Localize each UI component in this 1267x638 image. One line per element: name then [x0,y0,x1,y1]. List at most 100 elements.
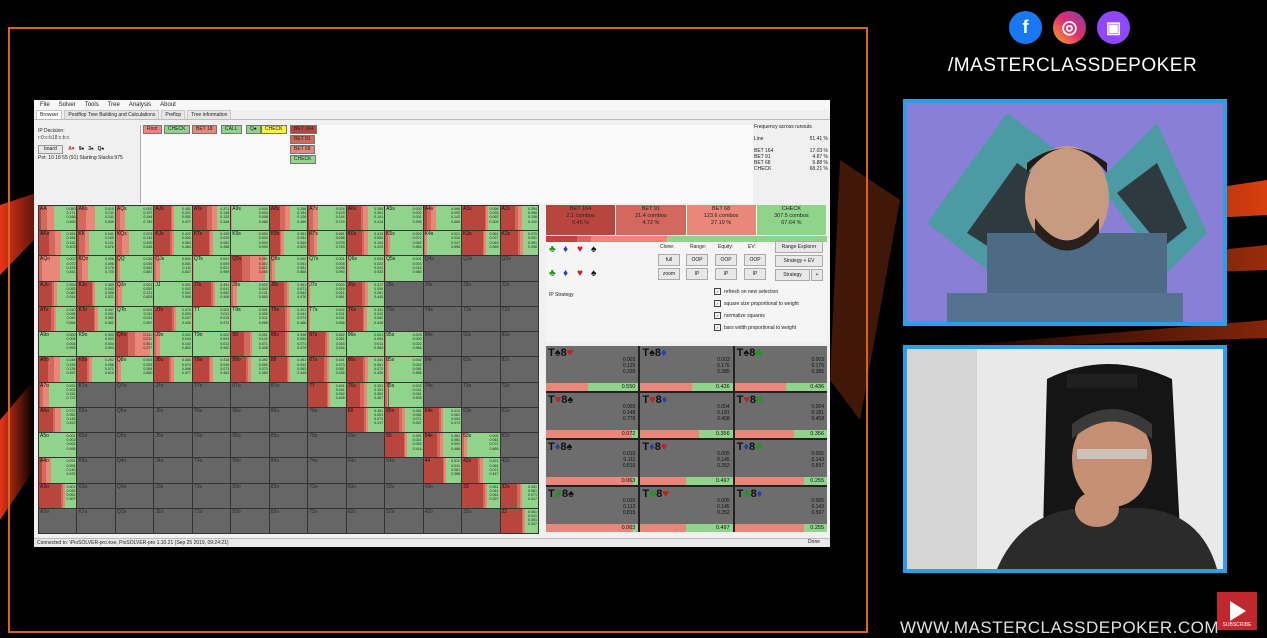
range-cell[interactable]: 74o [308,458,346,483]
range-cell[interactable]: ATs 0.371 0.148 0.133 0.348 [192,206,231,231]
board-button[interactable]: board [38,145,63,154]
action-box[interactable]: BET 68 123.6 combos 27.19 % [686,205,757,235]
tree-node[interactable]: Root [143,125,162,134]
range-cell[interactable]: J4o [154,458,192,483]
range-cell[interactable]: 53o [385,483,423,508]
clone-zoom-button[interactable]: zoom [658,268,680,280]
range-cell[interactable]: Q8s 0.002 0.051 0.081 0.866 [269,256,308,281]
tree-node[interactable]: BET 91 [290,135,315,144]
clone-full-button[interactable]: full [658,254,680,266]
range-cell[interactable]: 62s [500,407,538,433]
combo-card[interactable]: T♥8♦ 0.004 0.181 0.458 0.356 [640,393,733,438]
range-cell[interactable]: A3s 0.596 0.033 0.062 0.309 [462,206,500,231]
menu-analysis[interactable]: Analysis [128,102,152,108]
tree-node[interactable]: Q♠ [246,125,261,134]
range-cell[interactable]: T6s 0.431 0.042 0.082 0.445 [346,306,385,332]
range-cell[interactable]: J7o [154,382,192,407]
range-cell[interactable]: 77 0.491 0.041 0.062 0.406 [308,382,346,407]
range-cell[interactable]: A4o 0.091 0.094 0.140 0.675 [39,458,77,483]
range-cell[interactable]: 97s 0.452 0.061 0.053 0.434 [308,332,346,357]
range-cell[interactable]: QTo 0.001 0.011 0.031 0.957 [115,306,154,332]
range-cell[interactable]: A6s 0.384 0.061 0.141 0.414 [346,206,385,231]
range-cell[interactable]: A9s 0.000 0.004 0.008 0.988 [231,206,269,231]
range-cell[interactable]: 96o [231,407,269,433]
range-cell[interactable]: 42s [500,458,538,483]
combo-card[interactable]: T♠8♣ 0.003 0.176 0.385 0.436 [734,346,827,391]
range-cell[interactable]: A7s 0.024 0.103 0.154 0.719 [308,206,346,231]
range-cell[interactable]: Q3o [115,483,154,508]
option-refresh[interactable]: ✓ refresh on new selection [714,288,779,295]
range-cell[interactable]: 97o [231,382,269,407]
range-cell[interactable]: ATo 0.310 0.096 0.040 0.554 [39,306,77,332]
range-cell[interactable]: K5o [77,433,115,458]
checkbox-check-icon[interactable]: ✓ [714,300,721,307]
heart-icon[interactable]: ♥ [577,244,583,255]
range-cell[interactable]: K5s 0.002 0.072 0.062 0.864 [385,231,423,256]
range-cell[interactable]: 92s [500,332,538,357]
equity-ip-button[interactable]: IP [715,268,737,280]
range-cell[interactable]: 66 0.461 0.051 0.071 0.417 [346,407,385,433]
range-cell[interactable]: Q7s 0.001 0.004 0.005 0.990 [308,256,346,281]
range-cell[interactable]: 63s [462,407,500,433]
range-cell[interactable]: Q9o 0.310 0.212 0.401 0.077 [115,332,154,357]
range-cell[interactable]: K8s 0.261 0.051 0.063 0.625 [269,231,308,256]
range-cell[interactable]: 33 0.561 0.041 0.061 0.337 [462,483,500,508]
range-cell[interactable]: 85o [269,433,308,458]
menu-tools[interactable]: Tools [84,102,99,108]
range-cell[interactable]: 72o [308,508,346,533]
strategy-ev-button[interactable]: Strategy + EV [775,255,823,267]
range-cell[interactable]: 53s 0.002 0.061 0.072 0.865 [462,433,500,458]
range-cell[interactable]: 83s [462,357,500,382]
range-cell[interactable]: Q2o [115,508,154,533]
range-cell[interactable]: 75o [308,433,346,458]
heart-icon[interactable]: ♥ [577,268,583,279]
range-cell[interactable]: 64s 0.412 0.061 0.053 0.474 [423,407,462,433]
range-cell[interactable]: Q9s 0.291 0.202 0.422 0.085 [231,256,269,281]
range-cell[interactable]: T6o [192,407,231,433]
range-cell[interactable]: 93o [231,483,269,508]
spade-icon[interactable]: ♠ [591,268,597,279]
range-cell[interactable]: K7s 0.061 0.098 0.078 0.763 [308,231,346,256]
subscribe-button[interactable]: SUBSCRIBE [1217,592,1257,630]
menu-file[interactable]: File [40,102,50,108]
combo-card[interactable]: T♠8♦ 0.003 0.176 0.385 0.436 [640,346,733,391]
tree-node[interactable]: BET 18 [192,125,217,134]
range-cell[interactable]: 82o [269,508,308,533]
action-box[interactable]: BET 91 21.4 combos 4.72 % [616,205,687,235]
range-cell[interactable]: J6o [154,407,192,433]
ev-ip-button[interactable]: IP [744,268,766,280]
action-box[interactable]: BET 164 2.1 combos 0.45 % [546,205,617,235]
range-cell[interactable]: J8s 0.391 0.071 0.062 0.476 [269,281,308,306]
range-cell[interactable]: AKs 0.010 0.211 0.241 0.539 [77,206,115,231]
range-cell[interactable]: 64o [346,458,385,483]
range-cell[interactable]: T4o [192,458,231,483]
range-cell[interactable]: JJ 0.001 0.002 0.002 0.995 [154,281,192,306]
range-cell[interactable]: 93s [462,332,500,357]
checkbox-check-icon[interactable]: ✓ [714,312,721,319]
range-cell[interactable]: 84o [269,458,308,483]
range-cell[interactable]: Q5o [115,433,154,458]
range-cell[interactable]: K6s 0.413 0.054 0.104 0.429 [346,231,385,256]
range-cell[interactable]: 43o [423,483,462,508]
tree-node[interactable]: BET 164 [290,125,318,134]
range-cell[interactable]: AJo 0.353 0.053 0.080 0.514 [39,281,77,306]
range-cell[interactable]: T3s [462,306,500,332]
twitch-icon[interactable]: ▣ [1097,11,1130,44]
tree-node[interactable]: CHECK [290,155,316,164]
range-cell[interactable]: AJs 0.451 0.021 0.051 0.477 [154,206,192,231]
range-cell[interactable]: 55 0.491 0.041 0.052 0.416 [385,433,423,458]
range-cell[interactable]: Q6s 0.004 0.022 0.041 0.933 [346,256,385,281]
combo-card[interactable]: T♦8♣ 0.005 0.143 0.597 0.255 [734,440,827,485]
range-cell[interactable]: 52o [385,508,423,533]
range-cell[interactable]: K6o [77,407,115,433]
tab-preflop[interactable]: Preflop [161,110,186,119]
range-cell[interactable]: A4s 0.096 0.093 0.142 0.669 [423,206,462,231]
range-cell[interactable]: T4s [423,306,462,332]
range-cell[interactable]: 32o [462,508,500,533]
combo-card[interactable]: T♣8♥ 0.005 0.145 0.352 0.497 [640,487,733,532]
range-cell[interactable]: AA 0.050 0.171 0.166 0.599 [39,206,77,231]
range-cell[interactable]: A3o 0.601 0.031 0.061 0.307 [39,483,77,508]
range-cell[interactable]: J5s [385,281,423,306]
range-cell[interactable]: K8o 0.252 0.058 0.071 0.619 [77,357,115,382]
range-cell[interactable]: 99 0.351 0.142 0.071 0.436 [231,332,269,357]
